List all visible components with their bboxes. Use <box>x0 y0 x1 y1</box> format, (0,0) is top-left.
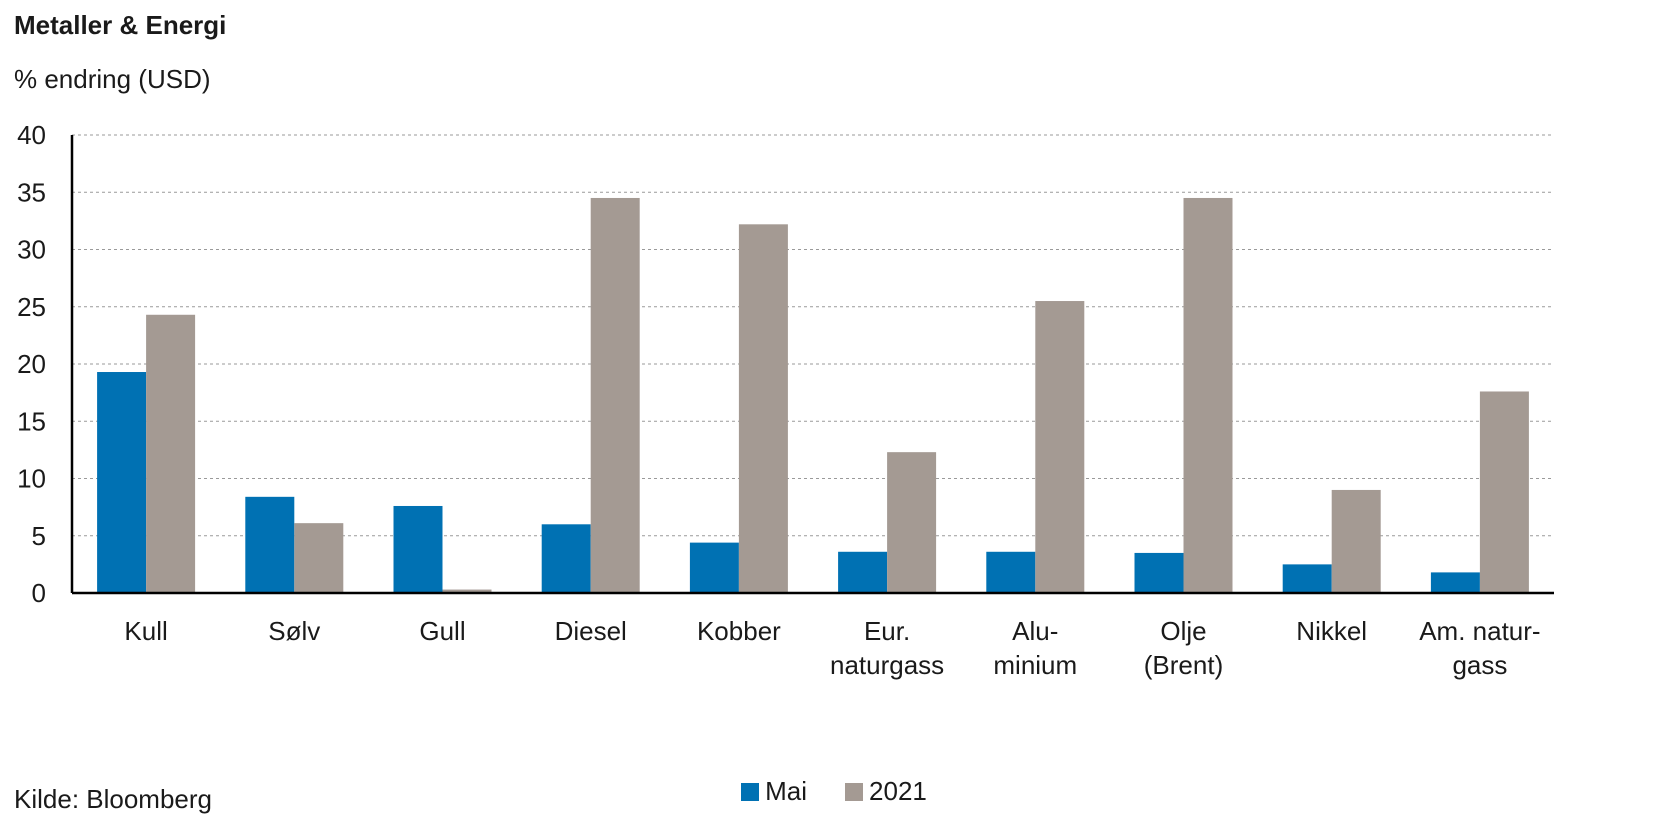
chart-subtitle: % endring (USD) <box>14 64 211 94</box>
x-category-label: Diesel <box>555 616 627 646</box>
legend-item-2021: 2021 <box>845 776 927 807</box>
chart-title: Metaller & Energi <box>14 10 227 40</box>
bar-2021 <box>590 197 640 593</box>
y-tick-label: 40 <box>17 120 46 150</box>
legend-swatch-mai <box>741 782 760 801</box>
bar-mai <box>1282 564 1332 593</box>
legend-label-2021: 2021 <box>869 776 927 806</box>
x-category-label: Nikkel <box>1296 616 1367 646</box>
bar-2021 <box>887 452 937 593</box>
bar-mai <box>97 372 147 593</box>
bar-mai <box>541 524 591 593</box>
legend: Mai 2021 <box>0 776 1668 807</box>
y-tick-label: 25 <box>17 292 46 322</box>
legend-item-mai: Mai <box>741 776 807 807</box>
x-category-label: Kull <box>124 616 167 646</box>
y-tick-label: 30 <box>17 235 46 265</box>
y-tick-label: 5 <box>32 521 46 551</box>
x-category-label: Kobber <box>697 616 781 646</box>
y-tick-label: 20 <box>17 349 46 379</box>
y-tick-label: 35 <box>17 177 46 207</box>
bar-mai <box>838 551 888 593</box>
source-note: Kilde: Bloomberg <box>14 784 212 814</box>
bar-2021 <box>294 523 344 593</box>
x-category-label: Am. natur- <box>1419 616 1540 646</box>
bar-mai <box>689 542 739 593</box>
y-tick-label: 10 <box>17 464 46 494</box>
x-category-label: gass <box>1452 650 1507 680</box>
bar-mai <box>986 551 1036 593</box>
bar-2021 <box>146 314 196 593</box>
bar-mai <box>245 496 295 593</box>
legend-swatch-2021 <box>845 782 864 801</box>
bar-2021 <box>738 224 788 593</box>
bar-2021 <box>1035 301 1085 593</box>
bar-2021 <box>442 589 492 593</box>
legend-label-mai: Mai <box>765 776 808 806</box>
bar-mai <box>1430 572 1480 593</box>
x-category-label: Gull <box>419 616 465 646</box>
y-tick-label: 0 <box>32 578 46 608</box>
bar-2021 <box>1479 391 1529 593</box>
x-category-label: (Brent) <box>1144 650 1223 680</box>
x-category-label: Sølv <box>268 616 320 646</box>
bar-mai <box>393 505 443 593</box>
x-category-label: Olje <box>1160 616 1206 646</box>
y-tick-label: 15 <box>17 406 46 436</box>
x-category-label: Eur. <box>864 616 910 646</box>
bar-mai <box>1134 552 1184 593</box>
x-category-label: Alu- <box>1012 616 1058 646</box>
bar-2021 <box>1183 197 1233 593</box>
bar-2021 <box>1331 489 1381 593</box>
x-category-label: minium <box>993 650 1077 680</box>
x-category-label: naturgass <box>830 650 944 680</box>
